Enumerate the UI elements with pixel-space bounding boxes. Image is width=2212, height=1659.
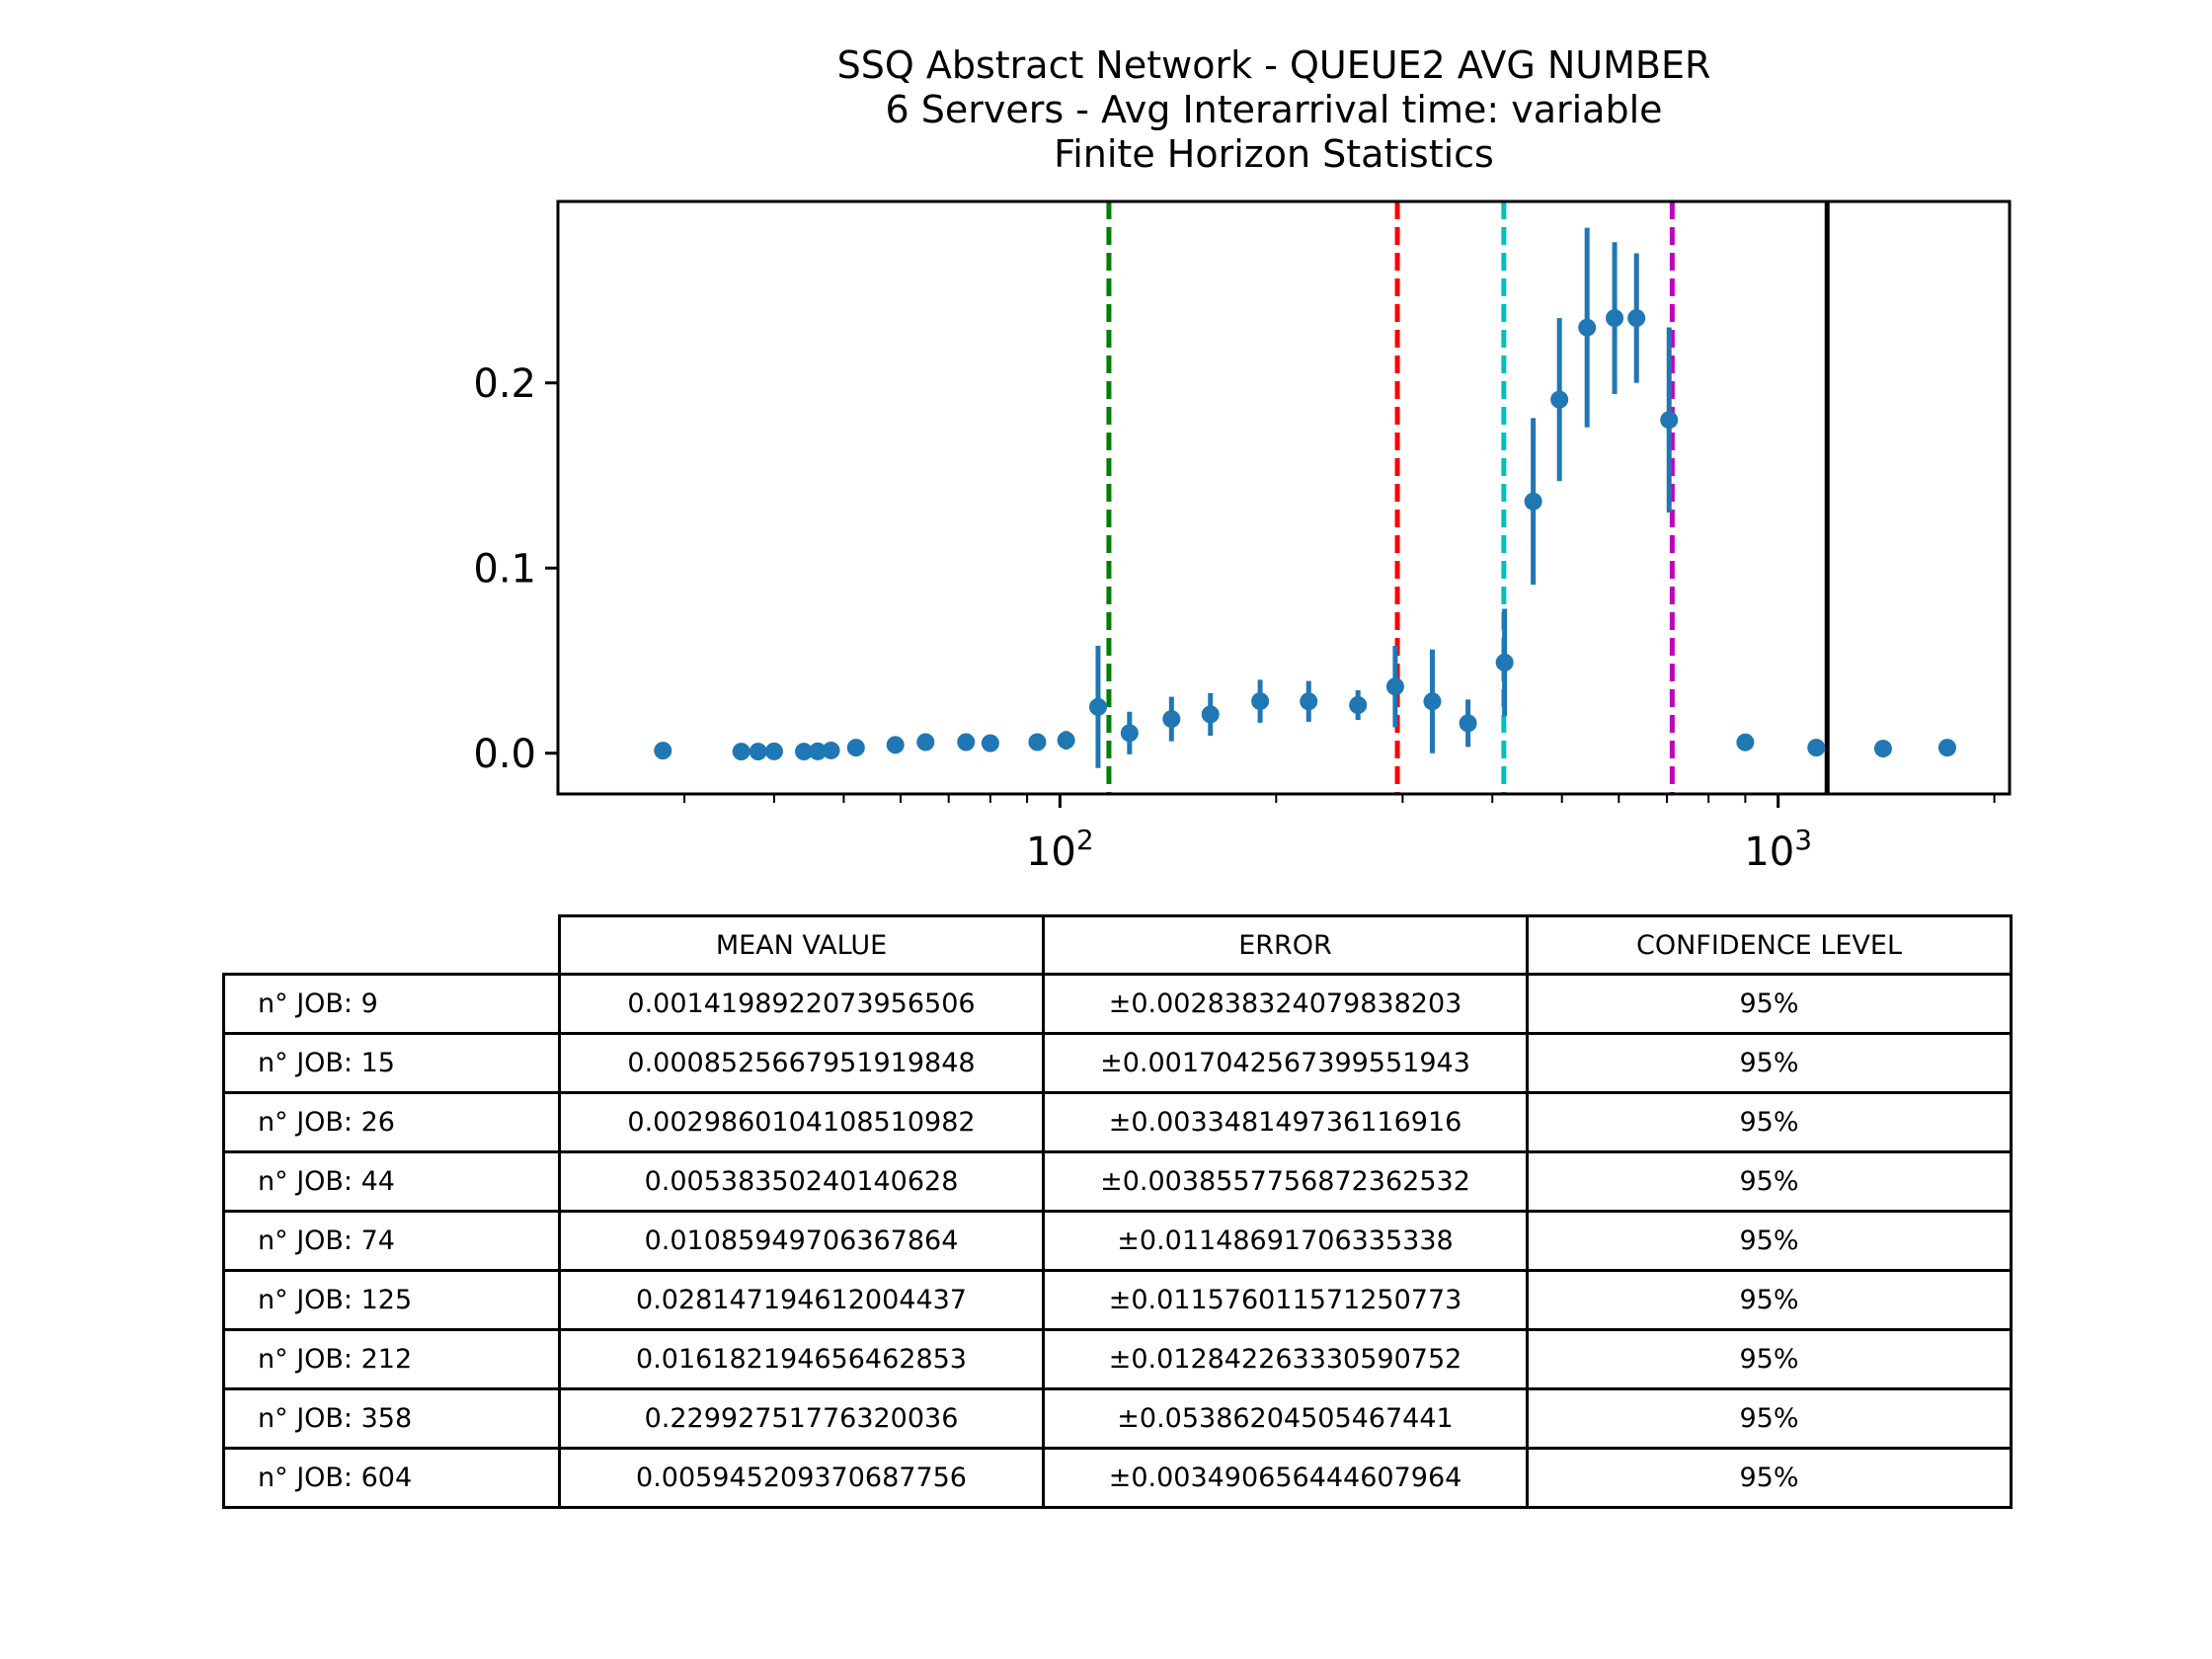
data-point-17 bbox=[1201, 705, 1220, 724]
data-point-27 bbox=[1578, 318, 1597, 337]
data-point-0 bbox=[654, 742, 672, 760]
data-point-24 bbox=[1495, 653, 1514, 672]
data-point-2 bbox=[749, 743, 767, 761]
row-label: n° JOB: 26 bbox=[222, 1091, 561, 1153]
error-cell: ±0.011576011571250773 bbox=[1042, 1269, 1529, 1331]
mean-value-cell: 0.028147194612004437 bbox=[558, 1269, 1045, 1331]
table-row: n° JOB: 44 0.00538350240140628 ±0.00385577… bbox=[222, 1150, 2013, 1213]
error-cell: ±0.0017042567399551943 bbox=[1042, 1032, 1529, 1094]
error-cell: ±0.05386204505467441 bbox=[1042, 1387, 1529, 1450]
data-point-9 bbox=[916, 733, 935, 751]
data-point-6 bbox=[822, 741, 840, 759]
table-row: n° JOB: 212 0.016182194656462853 ±0.012842… bbox=[222, 1328, 2013, 1390]
mean-value-cell: 0.016182194656462853 bbox=[558, 1328, 1045, 1390]
table-row: n° JOB: 26 0.0029860104108510982 ±0.003348… bbox=[222, 1091, 2013, 1153]
chart-title-line-1: SSQ Abstract Network - QUEUE2 AVG NUMBER bbox=[836, 43, 1711, 87]
data-point-20 bbox=[1349, 696, 1368, 714]
x-tick-label-0: 102 bbox=[1026, 824, 1094, 875]
row-label: n° JOB: 15 bbox=[222, 1032, 561, 1094]
data-point-26 bbox=[1550, 390, 1569, 409]
error-cell: ±0.0034906564446079​64 bbox=[1042, 1447, 1529, 1509]
data-point-23 bbox=[1459, 714, 1477, 733]
table-row: n° JOB: 74 0.01085949706367864 ±0.01148691… bbox=[222, 1210, 2013, 1272]
data-point-1 bbox=[732, 743, 750, 761]
table-header-row: MEAN VALUE ERROR CONFIDENCE LEVEL bbox=[223, 914, 2013, 976]
data-point-3 bbox=[764, 742, 783, 760]
error-cell: ±0.01148691706335338 bbox=[1042, 1210, 1529, 1272]
confidence-cell: 95% bbox=[1526, 1328, 2013, 1390]
data-point-34 bbox=[1937, 739, 1956, 757]
mean-value-cell: 0.005945209370687756 bbox=[558, 1447, 1045, 1509]
row-label: n° JOB: 74 bbox=[222, 1210, 561, 1272]
error-cell: ±0.012842263330590752 bbox=[1042, 1328, 1529, 1390]
data-point-21 bbox=[1385, 677, 1404, 696]
row-label: n° JOB: 358 bbox=[222, 1387, 561, 1450]
data-point-16 bbox=[1162, 710, 1181, 729]
data-point-14 bbox=[1088, 697, 1107, 716]
mean-value-cell: 0.0008525667951919848 bbox=[558, 1032, 1045, 1094]
row-label: n° JOB: 604 bbox=[222, 1447, 561, 1509]
error-cell: ±0.003348149736116916 bbox=[1042, 1091, 1529, 1153]
data-point-7 bbox=[846, 739, 865, 757]
y-tick-label-2: 0.2 bbox=[473, 361, 536, 407]
data-point-15 bbox=[1120, 724, 1139, 743]
axes: 0.0 0.1 0.2 102 103 bbox=[473, 199, 2012, 875]
data-point-12 bbox=[1028, 733, 1047, 751]
confidence-cell: 95% bbox=[1526, 1091, 2013, 1153]
data-point-13 bbox=[1057, 731, 1075, 750]
plot-frame bbox=[556, 199, 2012, 796]
scatter-chart: 0.0 0.1 0.2 102 103 bbox=[473, 199, 2012, 875]
data-point-4 bbox=[795, 743, 814, 761]
y-tick-label-1: 0.1 bbox=[473, 546, 536, 592]
mean-value-cell: 0.00538350240140628 bbox=[558, 1150, 1045, 1213]
data-point-11 bbox=[981, 734, 999, 752]
table-row: n° JOB: 125 0.028147194612004437 ±0.011576… bbox=[222, 1269, 2013, 1331]
table-corner-cell bbox=[223, 915, 561, 976]
error-cell: ±0.0038557756872362532 bbox=[1042, 1150, 1529, 1213]
data-point-10 bbox=[957, 733, 976, 751]
table-row: n° JOB: 9 0.0014198922073956506 ±0.0028383… bbox=[222, 973, 2013, 1035]
table-row: n° JOB: 358 0.22992751776320036 ±0.0538620… bbox=[222, 1387, 2013, 1450]
data-point-29 bbox=[1627, 309, 1646, 328]
mean-value-cell: 0.22992751776320036 bbox=[558, 1387, 1045, 1450]
data-point-5 bbox=[809, 742, 828, 760]
table-row: n° JOB: 604 0.005945209370687756 ±0.003490… bbox=[222, 1447, 2013, 1509]
confidence-cell: 95% bbox=[1526, 1387, 2013, 1450]
chart-title: SSQ Abstract Network - QUEUE2 AVG NUMBER… bbox=[0, 43, 2212, 177]
chart-title-line-3: Finite Horizon Statistics bbox=[1054, 132, 1494, 176]
row-label: n° JOB: 125 bbox=[222, 1269, 561, 1331]
data-point-19 bbox=[1300, 692, 1318, 711]
mean-value-cell: 0.01085949706367864 bbox=[558, 1210, 1045, 1272]
data-point-31 bbox=[1736, 733, 1755, 751]
data-point-22 bbox=[1423, 692, 1442, 711]
confidence-cell: 95% bbox=[1526, 1150, 2013, 1213]
confidence-cell: 95% bbox=[1526, 1032, 2013, 1094]
x-tick-label-1: 103 bbox=[1744, 824, 1812, 875]
data-point-8 bbox=[886, 736, 905, 754]
data-point-32 bbox=[1807, 739, 1826, 757]
data-point-30 bbox=[1660, 411, 1679, 430]
mean-value-cell: 0.0029860104108510982 bbox=[558, 1091, 1045, 1153]
confidence-cell: 95% bbox=[1526, 1447, 2013, 1509]
row-label: n° JOB: 9 bbox=[222, 973, 561, 1035]
statistics-table: MEAN VALUE ERROR CONFIDENCE LEVEL n° JOB: 9… bbox=[222, 914, 2013, 1509]
data-point-18 bbox=[1251, 692, 1270, 711]
data-point-33 bbox=[1873, 740, 1892, 758]
data-point-28 bbox=[1606, 309, 1624, 328]
data-point-25 bbox=[1524, 492, 1542, 511]
confidence-cell: 95% bbox=[1526, 1269, 2013, 1331]
confidence-cell: 95% bbox=[1526, 973, 2013, 1035]
table-row: n° JOB: 15 0.0008525667951919848 ±0.001704… bbox=[222, 1032, 2013, 1094]
column-header: ERROR bbox=[1042, 914, 1529, 976]
row-label: n° JOB: 212 bbox=[222, 1328, 561, 1390]
error-cell: ±0.002838324079838203 bbox=[1042, 973, 1529, 1035]
confidence-cell: 95% bbox=[1526, 1210, 2013, 1272]
column-header: CONFIDENCE LEVEL bbox=[1526, 914, 2013, 976]
mean-value-cell: 0.0014198922073956506 bbox=[558, 973, 1045, 1035]
y-tick-label-0: 0.0 bbox=[473, 732, 536, 777]
column-header: MEAN VALUE bbox=[558, 914, 1045, 976]
row-label: n° JOB: 44 bbox=[222, 1150, 561, 1213]
chart-title-line-2: 6 Servers - Avg Interarrival time: varia… bbox=[885, 88, 1663, 131]
data-points bbox=[654, 227, 1956, 768]
